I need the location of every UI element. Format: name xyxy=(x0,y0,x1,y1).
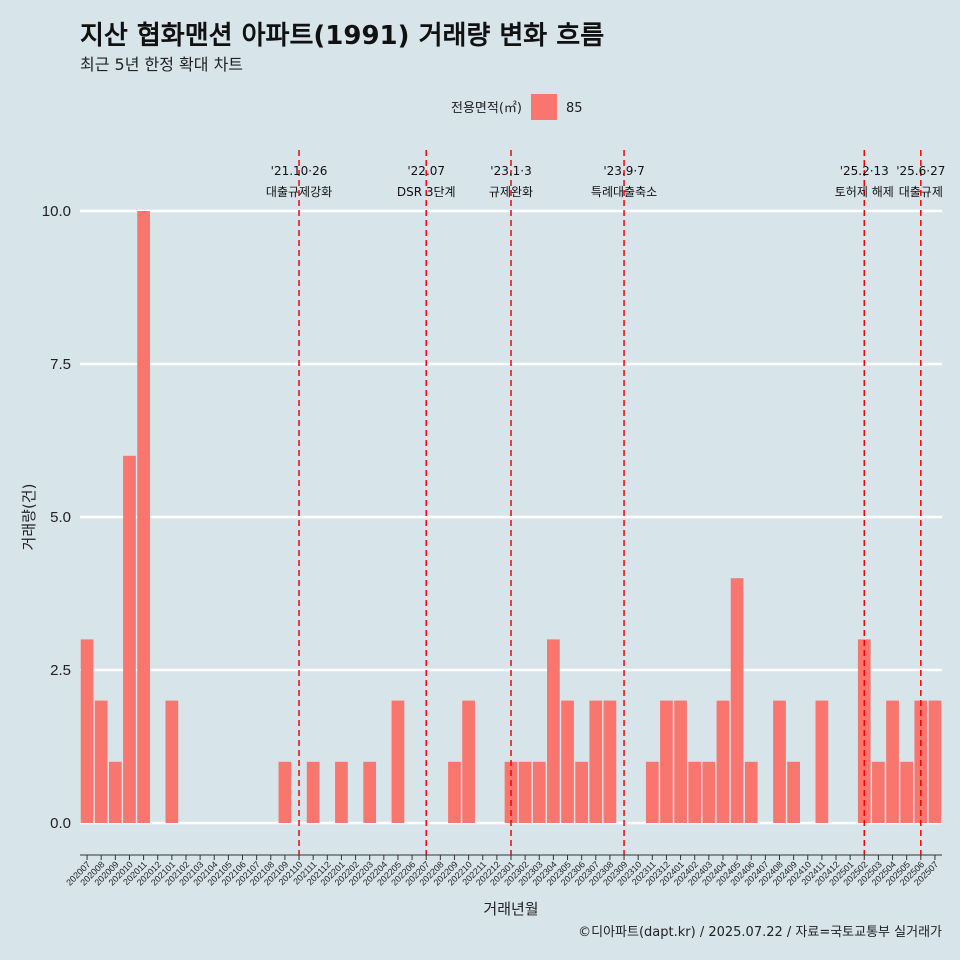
bar xyxy=(94,700,108,823)
bar xyxy=(575,761,589,823)
event-label: 규제완화 xyxy=(489,185,533,199)
bar xyxy=(532,761,546,823)
bar xyxy=(391,700,405,823)
legend: 전용면적(㎡) 85 xyxy=(451,94,583,120)
event-label: 특례대출축소 xyxy=(591,185,657,199)
bar xyxy=(547,639,560,823)
event-lines xyxy=(298,150,922,855)
y-tick-labels: 0.0 2.5 5.0 7.5 10.0 xyxy=(42,203,71,832)
bar xyxy=(123,455,136,823)
x-axis-title: 거래년월 xyxy=(483,900,538,918)
bars xyxy=(80,211,942,823)
bar xyxy=(660,700,673,823)
event-date: '25.6·27 xyxy=(896,164,945,178)
legend-swatch-85 xyxy=(531,94,557,120)
bar xyxy=(137,211,150,823)
bar xyxy=(80,639,94,823)
chart-caption: ©디아파트(dapt.kr) / 2025.07.22 / 자료=국토교통부 실… xyxy=(578,925,942,940)
bar xyxy=(702,761,716,823)
bar xyxy=(108,761,122,823)
bar xyxy=(645,761,659,823)
bar xyxy=(872,761,885,823)
y-tick-label: 0.0 xyxy=(50,815,71,832)
bar xyxy=(603,700,617,823)
legend-title: 전용면적(㎡) xyxy=(451,101,522,116)
bar xyxy=(900,761,914,823)
bar xyxy=(448,761,461,823)
bar xyxy=(462,700,475,823)
event-label: DSR 3단계 xyxy=(397,185,456,199)
y-tick-label: 5.0 xyxy=(50,509,71,526)
event-label: 토허제 해제 xyxy=(835,185,894,199)
bar xyxy=(335,761,348,823)
event-annotations: '21.10·26 대출규제강화 '22.07 DSR 3단계 '23.1·3 규제완화 '… xyxy=(266,164,945,199)
event-date: '25.2·13 xyxy=(840,164,889,178)
bar xyxy=(815,700,829,823)
bar xyxy=(773,700,786,823)
bar xyxy=(518,761,532,823)
bar xyxy=(363,761,377,823)
event-label: 대출규제강화 xyxy=(266,185,332,199)
bar xyxy=(730,578,744,823)
bar xyxy=(589,700,603,823)
event-date: '23.1·3 xyxy=(490,164,531,178)
bar xyxy=(688,761,702,823)
y-tick-label: 2.5 xyxy=(50,662,71,679)
event-label: 대출규제 xyxy=(899,185,943,199)
bar xyxy=(886,700,899,823)
chart-subtitle: 최근 5년 한정 확대 차트 xyxy=(80,55,243,74)
legend-label-85: 85 xyxy=(566,101,583,116)
chart-title: 지산 협화맨션 아파트(1991) 거래량 변화 흐름 xyxy=(80,21,604,51)
bar xyxy=(561,700,574,823)
bar xyxy=(744,761,758,823)
event-date: '21.10·26 xyxy=(271,164,328,178)
y-axis-title: 거래량(건) xyxy=(20,484,38,551)
bar xyxy=(674,700,687,823)
bar xyxy=(278,761,292,823)
bar xyxy=(165,700,179,823)
event-date: '23.9·7 xyxy=(603,164,644,178)
bar xyxy=(928,700,942,823)
event-date: '22.07 xyxy=(407,164,445,178)
y-tick-label: 10.0 xyxy=(42,203,71,220)
y-tick-label: 7.5 xyxy=(50,356,71,373)
bar xyxy=(716,700,730,823)
bar xyxy=(787,761,800,823)
bar xyxy=(306,761,320,823)
